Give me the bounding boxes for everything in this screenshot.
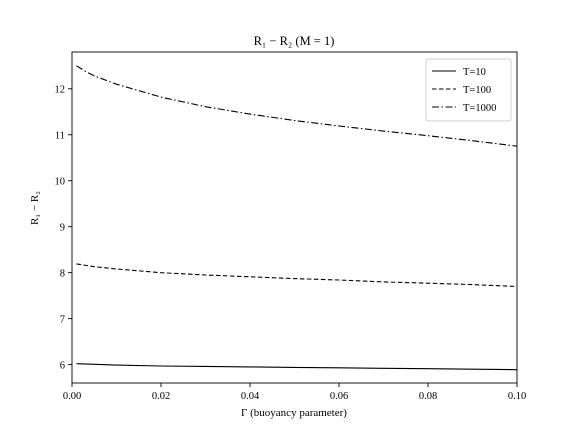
y-tick-label: 8 <box>60 268 65 279</box>
series-line-3 <box>76 65 518 147</box>
legend-label-3: T=1000 <box>463 103 496 114</box>
legend-label-1: T=10 <box>463 67 486 78</box>
y-tick-label: 12 <box>55 85 66 96</box>
y-tick-label: 10 <box>55 177 66 188</box>
legend-box <box>425 58 512 122</box>
x-tick-label: 0.10 <box>508 391 526 402</box>
y-tick-label: 6 <box>60 360 65 371</box>
x-tick-label: 0.08 <box>419 391 437 402</box>
y-axis-ticks: 6 7 8 9 10 11 12 <box>55 85 72 371</box>
x-axis-label: Γ (buoyancy parameter) <box>241 407 347 419</box>
series-layer <box>76 65 518 371</box>
y-tick-label: 9 <box>60 222 65 233</box>
legend-label-2: T=100 <box>463 85 491 96</box>
y-axis-label: R₁ − R₂ <box>29 191 41 225</box>
x-tick-label: 0.00 <box>63 391 81 402</box>
chart-title: R₁ − R₂ (M = 1) <box>254 34 335 48</box>
series-line-1 <box>76 363 518 371</box>
series-line-2 <box>76 263 518 288</box>
y-tick-label: 11 <box>55 131 65 142</box>
legend: T=10 T=100 T=1000 <box>425 58 512 122</box>
x-tick-label: 0.04 <box>241 391 260 402</box>
x-axis-ticks: 0.00 0.02 0.04 0.06 0.08 0.10 <box>63 383 526 402</box>
plot-area <box>71 51 518 384</box>
plot-frame <box>71 51 518 384</box>
x-tick-label: 0.06 <box>330 391 348 402</box>
y-tick-label: 7 <box>60 314 65 325</box>
x-tick-label: 0.02 <box>152 391 170 402</box>
